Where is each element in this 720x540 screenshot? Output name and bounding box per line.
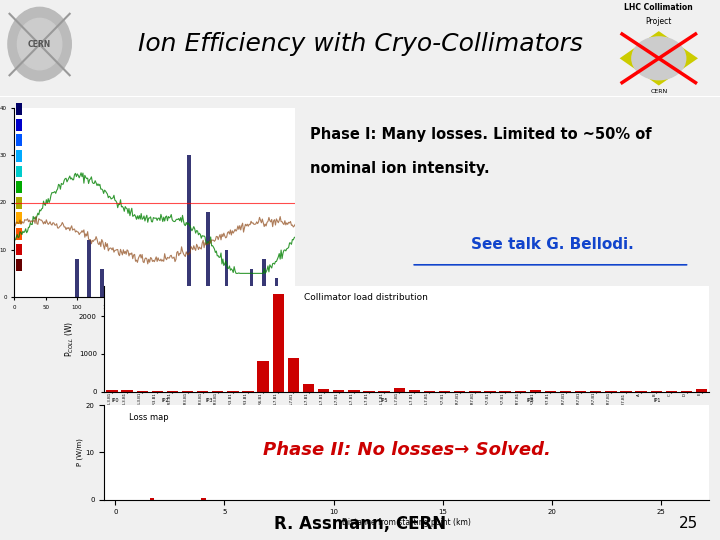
Circle shape [17, 18, 62, 70]
Bar [16, 228, 22, 240]
Text: IP2: IP2 [162, 397, 169, 403]
Bar [87, 240, 91, 297]
Bar [16, 166, 22, 178]
Bar [187, 156, 191, 297]
Text: IP3: IP3 [205, 397, 213, 403]
Bar [530, 390, 541, 391]
Bar [122, 390, 132, 391]
Bar [274, 278, 279, 297]
Bar [348, 390, 359, 391]
Bar [696, 389, 707, 392]
Bar [379, 391, 390, 392]
Text: IP5: IP5 [380, 397, 387, 403]
Bar [439, 391, 450, 392]
Bar [262, 259, 266, 297]
Bar [100, 268, 104, 297]
Text: Project: Project [646, 17, 672, 26]
Bar [16, 181, 22, 193]
Text: IP8: IP8 [526, 397, 534, 403]
Bar [16, 103, 22, 115]
Bar [16, 150, 22, 162]
Polygon shape [620, 31, 698, 85]
Text: CERN: CERN [650, 89, 667, 94]
Text: IP1: IP1 [653, 397, 660, 403]
Bar [250, 268, 253, 297]
Bar [152, 391, 163, 392]
Text: R. Assmann, CERN: R. Assmann, CERN [274, 515, 446, 533]
Bar [16, 244, 22, 255]
Text: 25: 25 [679, 516, 698, 531]
Bar [16, 212, 22, 224]
Text: Collimator load distribution: Collimator load distribution [304, 293, 428, 301]
Text: See talk G. Bellodi.: See talk G. Bellodi. [471, 237, 634, 252]
Bar [107, 390, 117, 392]
Bar [318, 389, 329, 392]
Text: IP0: IP0 [112, 397, 119, 403]
Bar [202, 498, 206, 500]
Bar [273, 294, 284, 392]
Text: CERN: CERN [28, 39, 51, 49]
Bar [150, 498, 154, 500]
Bar [16, 259, 22, 271]
Bar [394, 388, 405, 392]
Text: Ion Efficiency with Cryo-Collimators: Ion Efficiency with Cryo-Collimators [138, 32, 582, 56]
Bar [409, 390, 420, 392]
Text: LHC Collimation: LHC Collimation [624, 3, 693, 12]
Text: nominal ion intensity.: nominal ion intensity. [310, 161, 490, 177]
Bar [545, 391, 556, 392]
Text: Phase II: No losses→ Solved.: Phase II: No losses→ Solved. [263, 441, 551, 460]
Y-axis label: P (W/m): P (W/m) [76, 438, 83, 466]
X-axis label: Distance from starting point (km): Distance from starting point (km) [343, 518, 471, 527]
Bar [258, 361, 269, 392]
Y-axis label: P$_{COLL}$ (W): P$_{COLL}$ (W) [63, 321, 76, 357]
Text: Phase I: Many losses. Limited to ~50% of: Phase I: Many losses. Limited to ~50% of [310, 127, 652, 143]
Circle shape [8, 8, 71, 81]
Bar [225, 249, 228, 297]
Bar [333, 390, 344, 392]
Bar [137, 391, 148, 392]
Bar [364, 391, 374, 392]
Bar [424, 391, 435, 392]
Bar [303, 384, 314, 392]
Bar [16, 197, 22, 208]
Bar [288, 357, 299, 392]
Bar [16, 119, 22, 131]
Text: Loss map: Loss map [129, 413, 168, 422]
Bar [75, 259, 78, 297]
Circle shape [632, 37, 685, 80]
Bar [206, 212, 210, 297]
Bar [16, 134, 22, 146]
